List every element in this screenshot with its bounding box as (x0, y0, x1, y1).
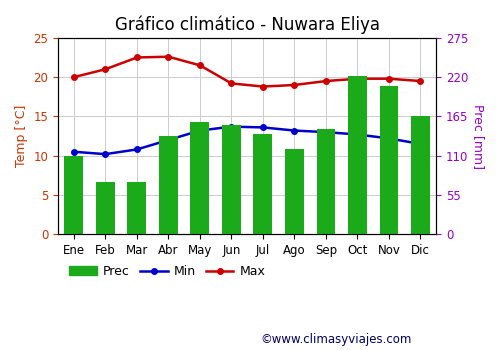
Bar (316, 129, 336, 234)
Legend: Prec, Min, Max: Prec, Min, Max (64, 260, 270, 283)
Bar (254, 134, 272, 234)
Bar (159, 136, 178, 234)
Bar (222, 125, 241, 234)
Bar (380, 86, 398, 234)
Y-axis label: Temp [°C]: Temp [°C] (15, 105, 28, 167)
Bar (285, 148, 304, 234)
Bar (128, 182, 146, 234)
Y-axis label: Prec [mm]: Prec [mm] (472, 104, 485, 169)
Bar (64, 156, 84, 234)
Title: Gráfico climático - Nuwara Eliya: Gráfico climático - Nuwara Eliya (114, 15, 380, 34)
Text: ©www.climasyviajes.com: ©www.climasyviajes.com (260, 333, 412, 346)
Bar (96, 182, 115, 234)
Bar (190, 122, 210, 234)
Bar (348, 76, 367, 234)
Bar (411, 117, 430, 234)
